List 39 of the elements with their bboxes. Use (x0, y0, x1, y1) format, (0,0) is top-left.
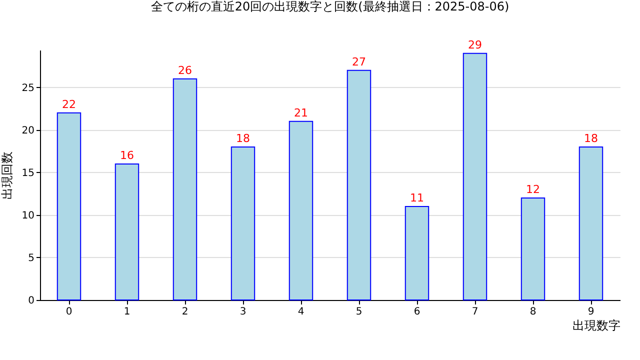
bar (462, 52, 488, 300)
bar (288, 120, 314, 300)
x-axis-title: 出現数字 (572, 318, 620, 332)
bar (56, 112, 82, 300)
x-tick-label: 5 (356, 306, 362, 318)
bar (114, 163, 140, 300)
data-label: 22 (62, 98, 76, 111)
bar (578, 146, 604, 300)
x-tick-label: 0 (66, 306, 72, 318)
y-tick-label: 20 (22, 125, 34, 136)
x-tick-label: 3 (240, 306, 246, 318)
y-tick-label: 0 (28, 296, 34, 306)
x-tick-label: 4 (298, 306, 304, 318)
data-label: 16 (120, 148, 134, 162)
bar (172, 78, 198, 300)
y-tick-label: 10 (22, 210, 34, 222)
data-label: 21 (294, 106, 308, 120)
bar (404, 206, 430, 300)
chart-title: 全ての桁の直近20回の出現数字と回数(最終抽選日：2025-08-06) (150, 0, 510, 14)
data-label: 11 (410, 191, 424, 204)
x-tick-label: 7 (472, 306, 478, 318)
data-label: 18 (584, 132, 598, 145)
y-tick-label: 25 (22, 82, 34, 94)
data-label: 18 (236, 132, 250, 145)
bar (230, 146, 256, 300)
y-axis-title: 出現回数 (0, 152, 14, 200)
x-tick-label: 1 (124, 306, 130, 318)
x-tick-label: 8 (530, 306, 536, 318)
data-label: 26 (178, 64, 192, 77)
x-tick-label: 6 (414, 306, 420, 318)
y-tick-label: 15 (22, 168, 34, 179)
data-label: 27 (352, 55, 366, 68)
data-label: 29 (468, 38, 482, 52)
data-label: 12 (526, 182, 540, 196)
x-tick-label: 2 (182, 306, 188, 318)
y-tick-label: 5 (28, 252, 34, 264)
bar (520, 197, 546, 300)
x-tick-label: 9 (588, 306, 594, 318)
bar (346, 70, 372, 300)
